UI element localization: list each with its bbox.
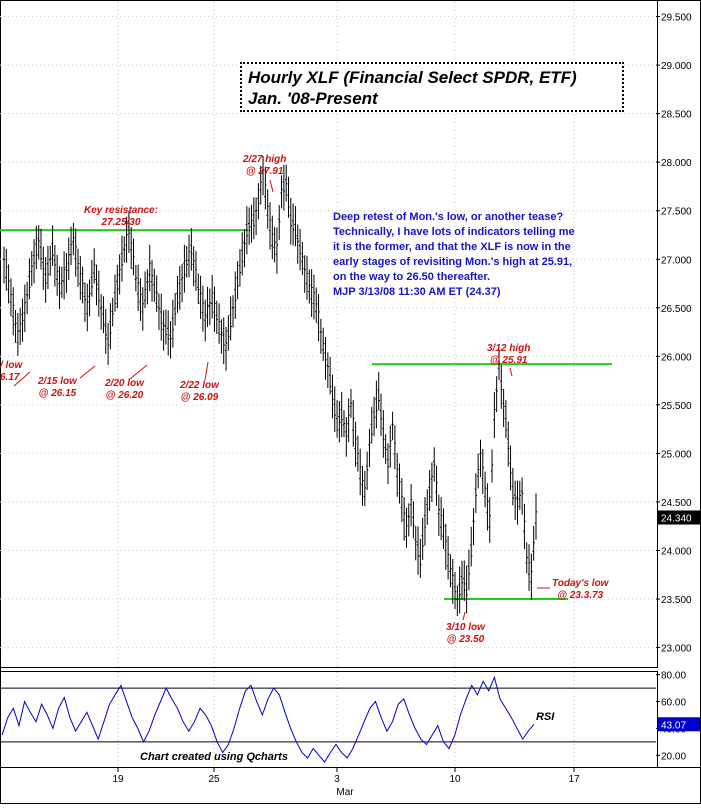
y-tick-label: 23.500 bbox=[661, 595, 692, 606]
y-tick-label: 28.500 bbox=[661, 110, 692, 121]
chart-subtitle: Jan. '08-Present bbox=[248, 89, 378, 108]
chart-title: Hourly XLF (Financial Select SPDR, ETF) bbox=[248, 68, 577, 87]
x-tick-label: 10 bbox=[449, 774, 461, 785]
annotation-pointer bbox=[129, 364, 148, 380]
annotation-line: @ 25.91 bbox=[489, 355, 528, 366]
last-price-tag bbox=[658, 510, 700, 525]
annotation-line: Key resistance: bbox=[84, 205, 158, 216]
annotation-line: @ 23.50 bbox=[446, 634, 485, 645]
annotation-pointer bbox=[269, 179, 274, 193]
annotation-3-10-low: 3/10 low @ 23.50 bbox=[446, 622, 485, 646]
rsi-y-tick-label: 20.00 bbox=[661, 751, 686, 762]
annotation-line: @ 26.15 bbox=[38, 388, 77, 399]
annotation-key-resistance: Key resistance: 27.25/30 bbox=[84, 205, 158, 229]
annotation-2-22-low: 2/22 low @ 26.09 bbox=[180, 380, 219, 404]
x-tick-label: 17 bbox=[568, 774, 580, 785]
annotation-line: Today's low bbox=[552, 578, 609, 589]
y-tick-label: 29.000 bbox=[661, 61, 692, 72]
chart-footer-credit: Chart created using Qcharts bbox=[140, 751, 288, 763]
rsi-last-value-tag bbox=[658, 717, 700, 732]
annotation-2-15-low: 2/15 low @ 26.15 bbox=[38, 376, 77, 400]
annotation-line: 6.17 bbox=[0, 372, 20, 383]
x-tick-label: 25 bbox=[208, 774, 220, 785]
commentary-line: Deep retest of Mon.'s low, or another te… bbox=[333, 211, 564, 223]
commentary-block: Deep retest of Mon.'s low, or another te… bbox=[333, 210, 623, 300]
y-tick-label: 24.000 bbox=[661, 547, 692, 558]
annotation-line: 3/12 high bbox=[487, 343, 531, 354]
x-month-label: Mar bbox=[336, 787, 354, 798]
annotation-line: / low bbox=[0, 360, 23, 371]
annotation-line: 2/27 high bbox=[243, 154, 287, 165]
rsi-last-value-label: 43.07 bbox=[661, 720, 686, 731]
annotation-2-20-low: 2/20 low @ 26.20 bbox=[105, 378, 144, 402]
price-bars-layer bbox=[2, 156, 538, 616]
y-tick-label: 27.000 bbox=[661, 255, 692, 266]
commentary-line: it is the former, and that the XLF is no… bbox=[333, 241, 571, 253]
annotation-pointers-layer bbox=[13, 179, 550, 621]
y-tick-label: 28.000 bbox=[661, 158, 692, 169]
chart-title-box: Hourly XLF (Financial Select SPDR, ETF) … bbox=[240, 62, 624, 112]
commentary-line: early stages of revisiting Mon.'s high a… bbox=[333, 256, 573, 268]
last-price-label: 24.340 bbox=[661, 513, 692, 524]
price-panel-frame bbox=[0, 0, 658, 668]
annotation-clipped-low: / low 6.17 bbox=[0, 360, 22, 384]
commentary-line: on the way to 26.50 thereafter. bbox=[333, 271, 491, 283]
annotation-line: @ 27.91 bbox=[245, 166, 284, 177]
annotation-2-27-high: 2/27 high @ 27.91 bbox=[243, 154, 286, 178]
annotation-todays-low: Today's low @ 23.3.73 bbox=[552, 578, 608, 602]
y-tick-label: 26.500 bbox=[661, 304, 692, 315]
annotation-pointer bbox=[509, 367, 513, 377]
y-tick-label: 25.500 bbox=[661, 401, 692, 412]
x-tick-label: 19 bbox=[112, 774, 124, 785]
annotation-3-12-high: 3/12 high @ 25.91 bbox=[487, 343, 530, 367]
commentary-line: MJP 3/13/08 11:30 AM ET (24.37) bbox=[333, 286, 501, 298]
annotation-pointer bbox=[204, 361, 209, 381]
annotation-pointer bbox=[79, 365, 96, 379]
annotation-line: 2/20 low bbox=[105, 378, 144, 389]
annotation-line: 27.25/30 bbox=[101, 217, 141, 228]
rsi-y-tick-label: 80.00 bbox=[661, 671, 686, 682]
annotation-line: 2/22 low bbox=[180, 380, 219, 391]
y-tick-label: 23.000 bbox=[661, 644, 692, 655]
commentary-line: Technically, I have lots of indicators t… bbox=[333, 226, 575, 238]
annotation-line: 2/15 low bbox=[38, 376, 77, 387]
y-tick-label: 25.000 bbox=[661, 449, 692, 460]
rsi-line-layer bbox=[1, 675, 535, 763]
axis-labels-layer: 23.000 23.500 24.000 24.500 25.000 25.500 26.0… bbox=[112, 13, 700, 798]
annotation-line: @ 23.3.73 bbox=[557, 590, 604, 601]
annotation-pointer bbox=[462, 611, 466, 621]
annotation-pointer bbox=[13, 371, 31, 387]
rsi-y-tick-label: 60.00 bbox=[661, 698, 686, 709]
y-tick-label: 24.500 bbox=[661, 498, 692, 509]
y-tick-label: 26.000 bbox=[661, 352, 692, 363]
annotation-line: @ 26.20 bbox=[105, 390, 144, 401]
rsi-line bbox=[1, 675, 535, 763]
annotation-line: @ 26.09 bbox=[180, 392, 219, 403]
y-tick-label: 27.500 bbox=[661, 207, 692, 218]
x-tick-label: 3 bbox=[334, 774, 340, 785]
y-tick-label: 29.500 bbox=[661, 13, 692, 24]
annotation-line: 3/10 low bbox=[446, 622, 485, 633]
rsi-series-label: RSI bbox=[536, 711, 555, 723]
